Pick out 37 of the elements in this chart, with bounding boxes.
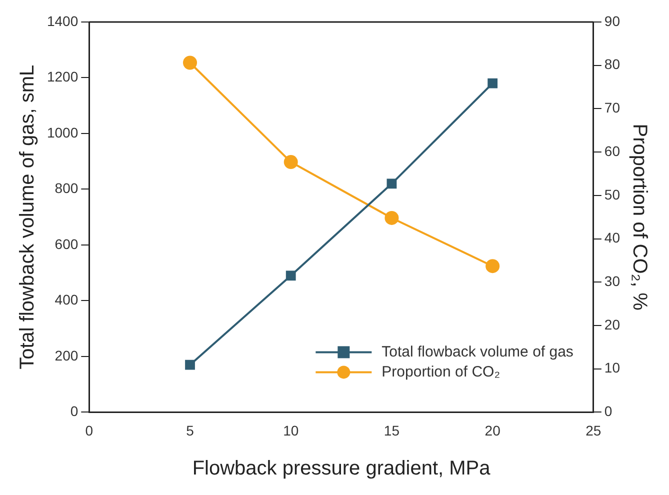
y2-tick-label: 40: [604, 230, 620, 246]
x-tick-label: 15: [384, 422, 400, 438]
point: [486, 259, 500, 274]
y-tick-label: 400: [54, 292, 78, 308]
x-tick-label: 5: [186, 422, 194, 438]
y-tick-label: 1000: [46, 124, 78, 140]
y2-tick-label: 50: [604, 186, 620, 202]
point: [386, 178, 397, 189]
y2-tick-label: 60: [604, 142, 620, 159]
y-tick-label: 1400: [46, 12, 78, 29]
x-tick-label: 0: [85, 422, 94, 438]
x-tick-label: 10: [283, 422, 299, 438]
y2-tick-label: 20: [604, 316, 620, 332]
y2-tick-label: 0: [604, 403, 612, 420]
point: [183, 56, 197, 70]
y-tick-label: 800: [54, 180, 78, 196]
x-tick-label: 25: [586, 422, 602, 438]
y2-tick-label: 80: [604, 56, 620, 72]
y2-axis-title: Proportion of CO₂, %: [628, 124, 650, 311]
y-tick-label: 0: [70, 403, 78, 420]
y-tick-label: 600: [54, 236, 78, 252]
y2-tick-label: 30: [604, 272, 620, 289]
point: [384, 210, 399, 225]
y-tick-label: 200: [54, 347, 78, 364]
point: [284, 155, 298, 170]
legend-label: Total flowback volume of gas: [382, 343, 574, 360]
x-tick-label: 20: [484, 422, 501, 438]
point: [185, 360, 195, 370]
y2-tick-label: 70: [604, 100, 620, 116]
y-axis-title: Total flowback volume of gas, smL: [16, 64, 39, 370]
y-tick-label: 1200: [46, 68, 78, 85]
point: [286, 270, 296, 281]
x-axis-title: Flowback pressure gradient, MPa: [192, 458, 492, 480]
y2-tick-label: 10: [604, 360, 620, 376]
y2-tick-label: 90: [604, 12, 620, 29]
point: [488, 78, 498, 88]
legend-label: Proportion of CO₂: [382, 363, 500, 380]
